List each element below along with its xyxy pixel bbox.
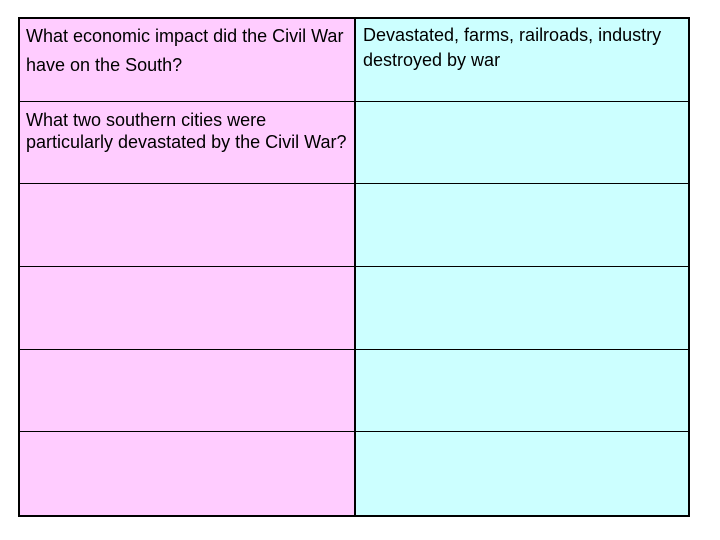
answer-cell-5 — [356, 349, 688, 433]
question-cell-5 — [20, 349, 356, 433]
answer-cell-4 — [356, 266, 688, 350]
answer-cell-2 — [356, 101, 688, 185]
question-cell-4 — [20, 266, 356, 350]
answer-cell-3 — [356, 184, 688, 267]
question-cell-1: What economic impact did the Civil War h… — [20, 19, 356, 102]
notes-table: What economic impact did the Civil War h… — [18, 17, 690, 517]
question-cell-6 — [20, 432, 356, 515]
answer-cell-1: Devastated, farms, railroads, industry d… — [356, 19, 688, 102]
question-cell-3 — [20, 184, 356, 267]
answer-cell-6 — [356, 432, 688, 515]
question-cell-2: What two southern cities were particular… — [20, 101, 356, 185]
